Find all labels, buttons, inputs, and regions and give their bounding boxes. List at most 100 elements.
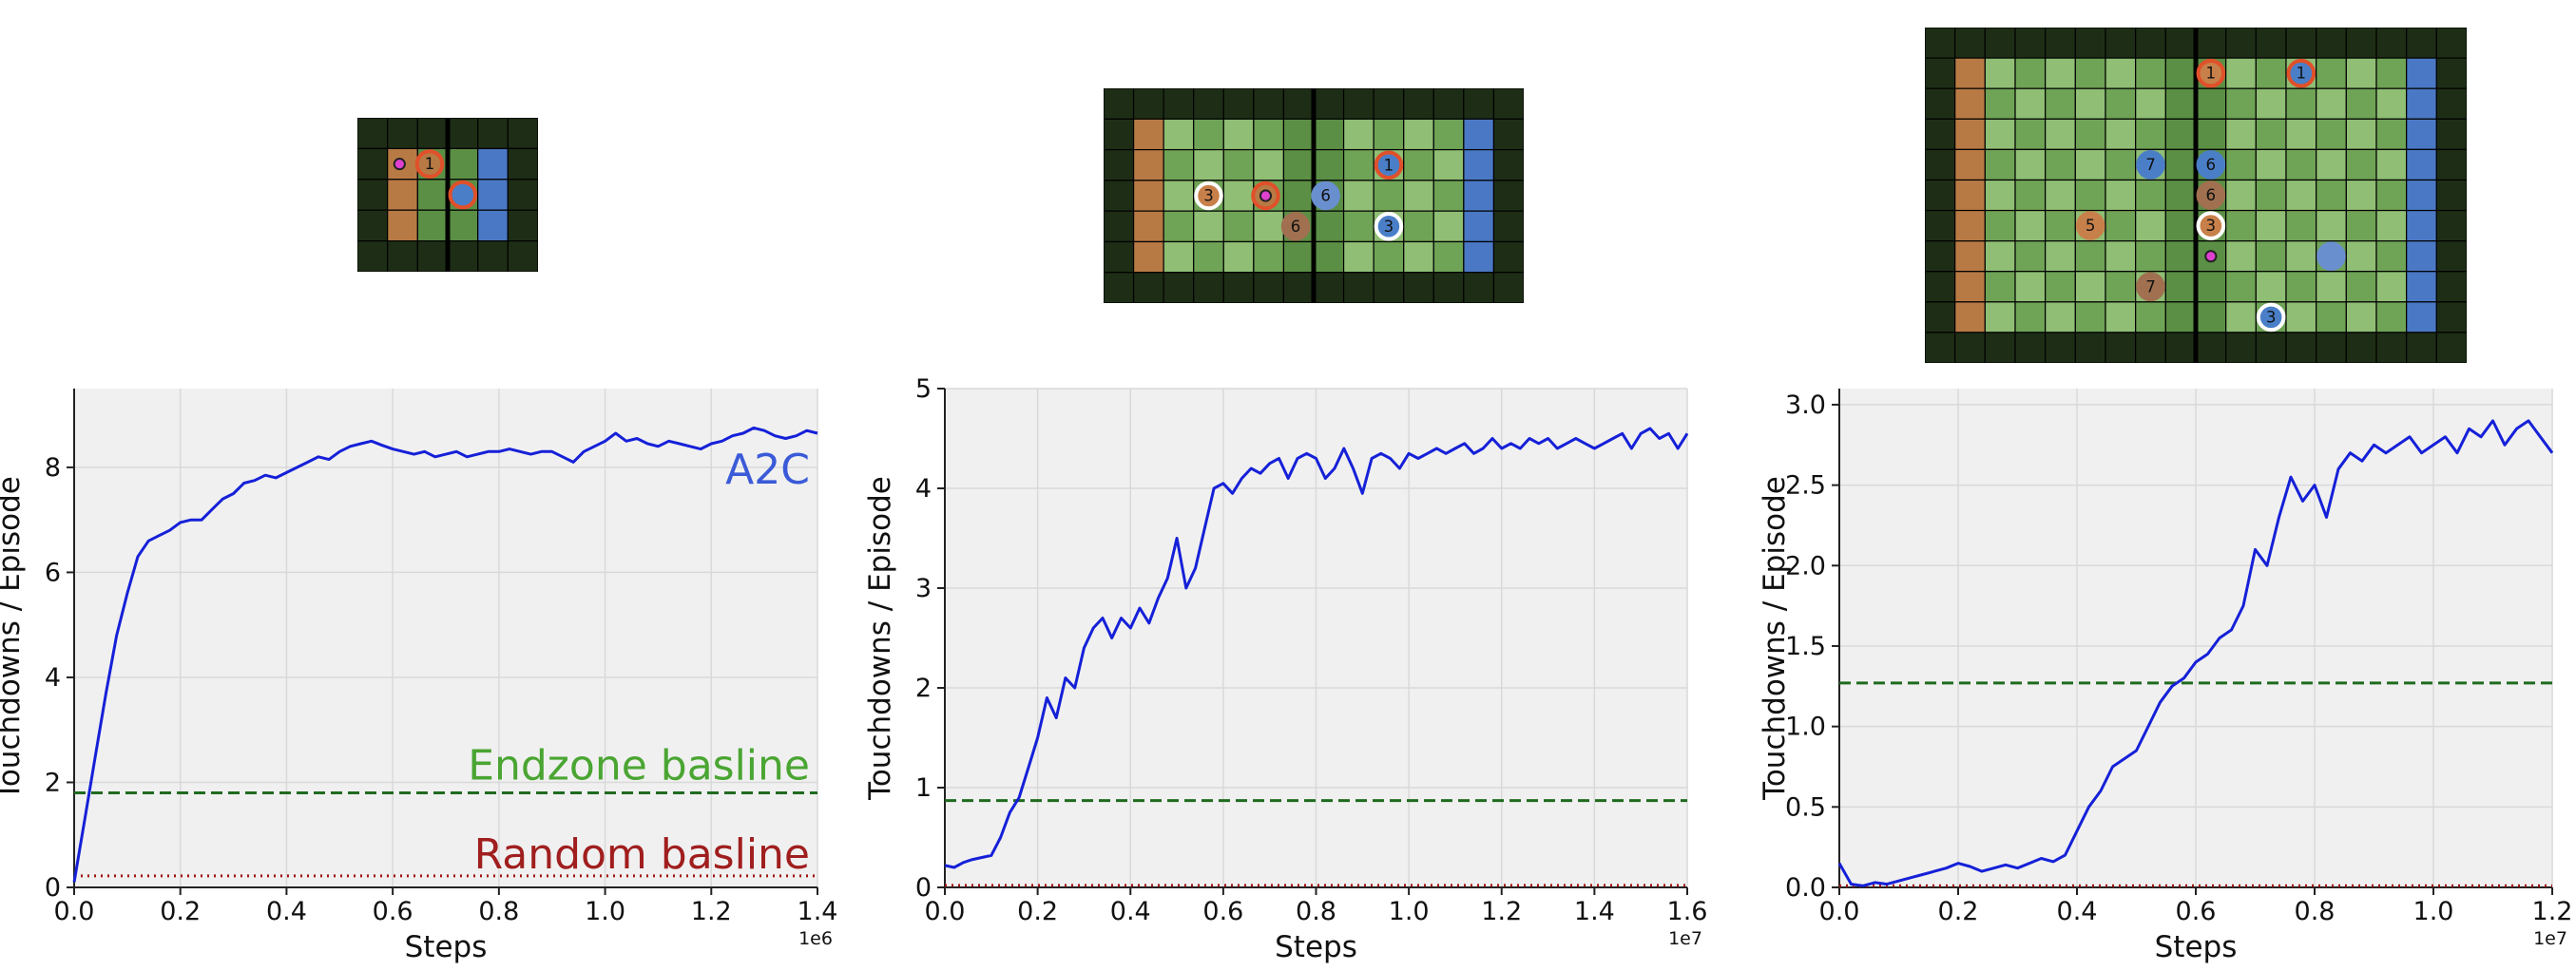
pitch-cell	[2225, 240, 2257, 273]
pitch-cell	[1342, 180, 1375, 212]
x-tick-label: 0.6	[1202, 897, 1243, 926]
pitch-cell	[2345, 87, 2377, 120]
pitch-cell	[1222, 88, 1255, 120]
pitch-cell	[2105, 148, 2137, 181]
pitch-cell	[507, 147, 538, 181]
pitch-cell	[2045, 148, 2076, 181]
pitch-cell	[1253, 210, 1285, 243]
x-tick-label: 1.2	[691, 897, 732, 926]
pitch-cell	[1984, 271, 2016, 303]
pitch-cell	[2225, 179, 2257, 212]
pitch-cell	[2195, 118, 2227, 150]
player-token-blue	[2316, 241, 2346, 271]
player-token-blue: 7	[2136, 150, 2165, 180]
ball-marker	[2204, 250, 2218, 263]
pitch-cell	[2225, 209, 2257, 242]
player-token-blue: 3	[1374, 212, 1404, 241]
pitch-cell	[2074, 332, 2106, 363]
pitch-cell	[1925, 118, 1956, 150]
pitch-cell	[1253, 118, 1285, 151]
pitch-cell	[2406, 28, 2437, 59]
pitch-cell	[1193, 88, 1224, 120]
pitch-cell	[2105, 240, 2137, 273]
x-scale-multiplier: 1e7	[1668, 928, 1702, 949]
pitch-cell	[1463, 148, 1495, 181]
pitch-cell	[2316, 301, 2347, 333]
pitch-cell	[2255, 87, 2287, 120]
player-token-red: 6	[1280, 212, 1311, 241]
player-number: 6	[1291, 218, 1301, 236]
pitch-cell	[1403, 240, 1434, 274]
pitch-cell	[1492, 180, 1524, 212]
pitch-cell	[2285, 271, 2317, 303]
ball-marker	[1259, 189, 1273, 202]
pitch-cell	[2045, 57, 2076, 89]
pitch-cell	[2345, 179, 2377, 212]
pitch-cell	[1222, 180, 1255, 212]
pitch-cell	[357, 179, 389, 211]
pitch-cell	[2406, 179, 2437, 212]
pitch-cell	[477, 118, 509, 150]
chart-3: 0.0 0.2 0.4 0.6 0.8 1.0 1.2 0.0 0.5 1.0 1.5 2.0 2.5 3…	[1758, 389, 2572, 964]
pitch-cell	[2435, 332, 2467, 363]
pitch-cell	[2105, 332, 2137, 363]
pitch-cell	[2285, 209, 2317, 242]
pitch-cell	[1954, 179, 1986, 212]
pitch-cell	[2255, 148, 2287, 181]
random-baseline-label: Random basline	[474, 830, 810, 879]
player-number: 7	[2145, 156, 2156, 174]
pitch-cell	[2195, 271, 2227, 303]
x-tick-label: 0.8	[478, 897, 519, 926]
player-token-red: 3	[1194, 181, 1223, 211]
player-token-red: 1	[414, 149, 445, 179]
x-tick-label: 1.6	[1667, 897, 1708, 926]
pitch-cell	[2074, 57, 2106, 89]
pitch-cell	[477, 240, 509, 272]
x-scale-multiplier: 1e6	[798, 928, 833, 949]
y-tick-label: 1	[915, 773, 932, 803]
x-tick-label: 0.0	[54, 897, 95, 926]
pitch-cell	[1984, 148, 2016, 181]
pitch-cell	[1282, 180, 1315, 212]
pitch-cell	[2345, 148, 2377, 181]
pitch-cell	[1282, 118, 1315, 151]
y-tick-label: 4	[915, 474, 932, 504]
pitch-cell	[2195, 28, 2227, 59]
pitch-cell	[1954, 87, 1986, 120]
x-tick-label: 0.4	[1110, 897, 1151, 926]
x-axis-label: Steps	[1275, 930, 1357, 964]
chart-2: 0.0 0.2 0.4 0.6 0.8 1.0 1.2 1.4 1.6 0 1 2 3 4 5 Steps To…	[863, 374, 1707, 964]
player-number: 6	[2206, 186, 2217, 204]
player-token-blue: 1	[2286, 58, 2316, 88]
pitch-cell	[1222, 148, 1255, 181]
pitch-cell	[1193, 272, 1224, 303]
x-axis-label: Steps	[2155, 930, 2238, 964]
y-tick-label: 0.5	[1785, 792, 1826, 822]
player-token-blue: 6	[1311, 181, 1340, 211]
pitch-cell	[2014, 57, 2047, 89]
pitch-cell	[2014, 87, 2047, 120]
x-tick-label: 1.2	[1481, 897, 1522, 926]
pitch-cell	[1984, 118, 2016, 150]
pitch-cell	[1313, 240, 1345, 274]
pitch-cell	[1492, 148, 1524, 181]
pitch-cell	[2105, 271, 2137, 303]
y-tick-label: 8	[45, 453, 61, 483]
player-number: 5	[2086, 217, 2096, 235]
pitch-large: 1 1 7 6 6 5 3 7 3	[1925, 28, 2467, 363]
pitch-cell	[2074, 118, 2106, 150]
pitch-cell	[2164, 148, 2197, 181]
player-token-red: 1	[2196, 58, 2226, 88]
pitch-cell	[1432, 210, 1465, 243]
pitch-cell	[2105, 179, 2137, 212]
pitch-cell	[2375, 148, 2408, 181]
pitch-cell	[2074, 87, 2106, 120]
pitch-cell	[1253, 148, 1285, 181]
pitch-grid	[357, 118, 538, 272]
player-number: 7	[2145, 277, 2156, 295]
pitch-cell	[2345, 271, 2377, 303]
pitch-cell	[2435, 209, 2467, 242]
x-tick-label: 0.2	[1938, 897, 1979, 926]
pitch-cell	[2014, 179, 2047, 212]
